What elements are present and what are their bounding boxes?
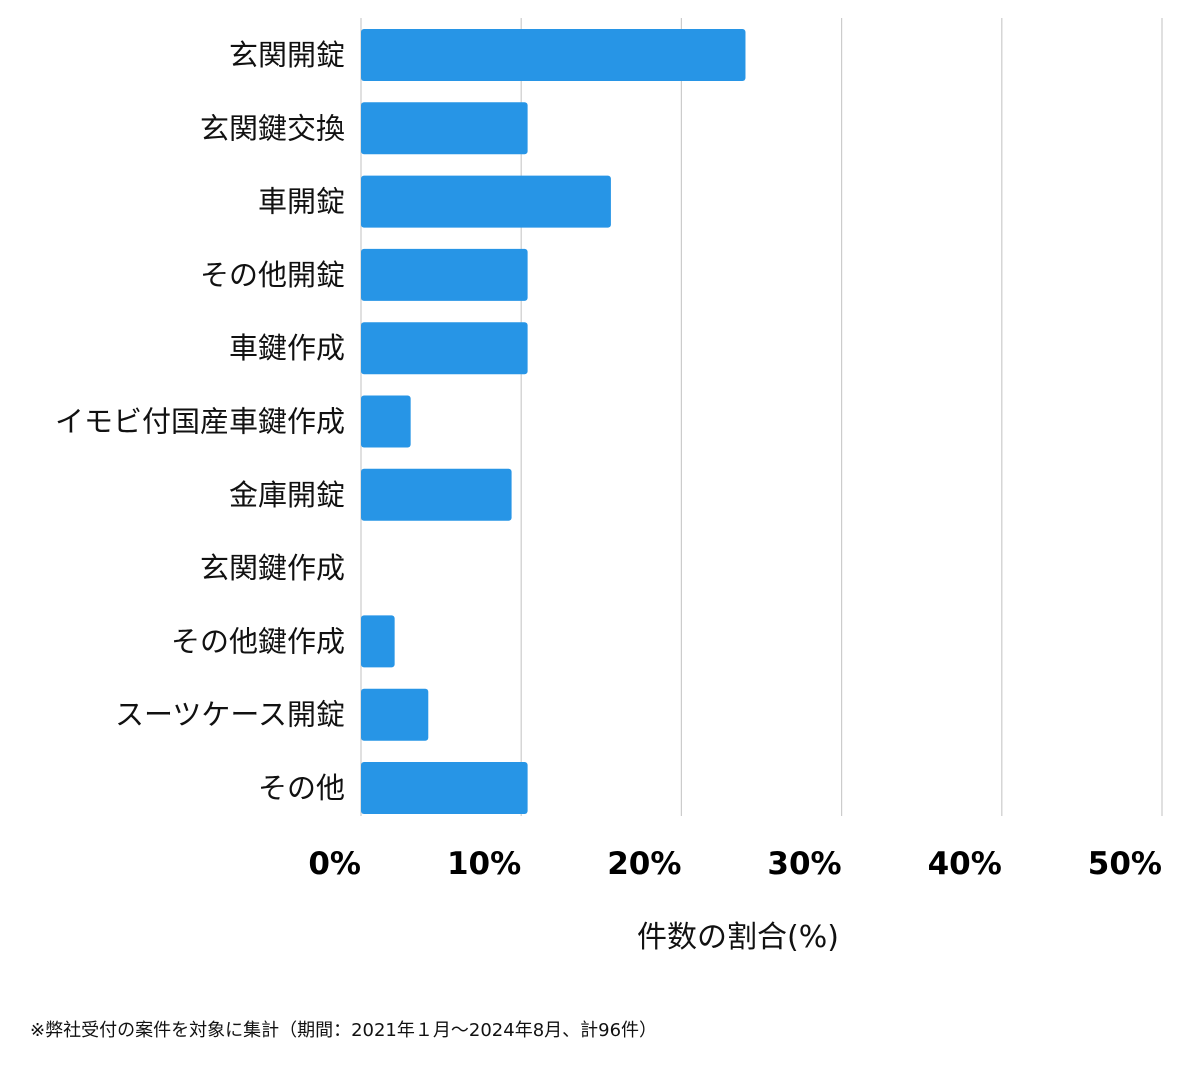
bar: [361, 688, 429, 741]
bar: [361, 762, 528, 814]
bar: [361, 29, 746, 81]
bar: [361, 102, 528, 155]
bar: [361, 468, 512, 521]
category-label: 車鍵作成: [229, 331, 345, 365]
category-label: その他鍵作成: [171, 624, 345, 658]
category-label: イモビ付国産車鍵作成: [55, 405, 345, 439]
category-label: 車開錠: [258, 185, 345, 219]
category-label: 玄関鍵交換: [200, 111, 345, 145]
category-label: 玄関開錠: [229, 38, 345, 72]
x-axis-title: 件数の割合(%): [637, 920, 839, 955]
bar: [361, 395, 411, 448]
x-tick-labels: 0% 10% 20% 30% 40% 50%: [308, 846, 1162, 882]
x-tick-label: 30%: [767, 846, 841, 882]
bar: [361, 615, 395, 668]
x-tick-label: 50%: [1088, 846, 1162, 882]
category-label: その他開錠: [200, 258, 345, 292]
footnote: ※弊社受付の案件を対象に集計（期間：2021年１月～2024年8月、計96件）: [30, 1020, 658, 1041]
category-labels: 玄関開錠玄関鍵交換車開錠その他開錠車鍵作成イモビ付国産車鍵作成金庫開錠玄関鍵作成…: [55, 38, 345, 805]
x-tick-label: 40%: [928, 846, 1002, 882]
category-label: その他: [258, 771, 345, 805]
category-label: スーツケース開錠: [115, 698, 345, 732]
x-tick-label: 0%: [308, 846, 361, 882]
category-label: 玄関鍵作成: [200, 551, 345, 585]
category-label: 金庫開錠: [229, 478, 345, 512]
x-tick-label: 20%: [607, 846, 681, 882]
bars: [361, 29, 746, 814]
bar: [361, 175, 611, 228]
bar: [361, 322, 528, 375]
bar: [361, 248, 528, 301]
x-tick-label: 10%: [447, 846, 521, 882]
bar-chart: 玄関開錠玄関鍵交換車開錠その他開錠車鍵作成イモビ付国産車鍵作成金庫開錠玄関鍵作成…: [55, 18, 1163, 955]
